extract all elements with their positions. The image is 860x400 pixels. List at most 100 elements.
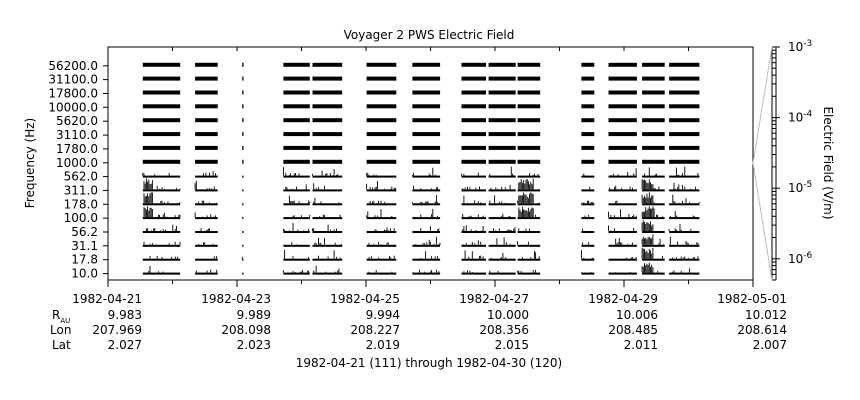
channel-band bbox=[195, 90, 218, 95]
channel-baseline bbox=[669, 217, 700, 220]
channel-band bbox=[517, 62, 541, 67]
channel-band bbox=[461, 118, 486, 123]
channel-activity bbox=[194, 212, 216, 218]
channel-band bbox=[142, 90, 181, 95]
ephemeris-value: 10.006 bbox=[616, 308, 658, 322]
channel-activity bbox=[644, 167, 657, 176]
colorbar-tick-label: 10-4 bbox=[788, 110, 813, 125]
channel-activity bbox=[411, 195, 439, 204]
channel-band bbox=[669, 76, 700, 81]
ephemeris-value: 207.969 bbox=[92, 323, 142, 337]
channel-band bbox=[283, 104, 310, 109]
channel-activity bbox=[282, 222, 310, 231]
channel-activity bbox=[641, 206, 663, 218]
channel-activity bbox=[282, 167, 300, 176]
channel-baseline bbox=[366, 272, 397, 275]
channel-band bbox=[642, 104, 665, 109]
channel-band bbox=[142, 118, 181, 123]
channel-activity bbox=[148, 266, 164, 273]
colorbar-tick-label: 10-3 bbox=[788, 39, 812, 54]
x-axis bbox=[107, 47, 754, 287]
channel-baseline bbox=[283, 272, 310, 275]
x-tick-label: 1982-04-25 bbox=[330, 292, 400, 306]
y-tick-label: 56200.0 bbox=[48, 59, 98, 73]
channel-band bbox=[312, 76, 343, 81]
channel-baseline bbox=[283, 231, 310, 233]
channel-baseline bbox=[195, 258, 218, 261]
channel-band bbox=[517, 159, 541, 164]
channel-activity bbox=[490, 185, 511, 190]
channel-baseline bbox=[312, 231, 343, 233]
channel-band bbox=[283, 159, 310, 164]
channel-band bbox=[142, 159, 181, 164]
channel-activity bbox=[464, 250, 484, 259]
channel-activity bbox=[672, 256, 699, 259]
channel-band bbox=[195, 76, 218, 81]
channel-activity bbox=[669, 210, 695, 218]
channel-baseline bbox=[669, 203, 700, 206]
channel-band bbox=[581, 62, 595, 67]
channel-baseline bbox=[461, 272, 486, 275]
channel-activity bbox=[490, 253, 507, 259]
y-tick-label: 311.0 bbox=[64, 183, 98, 197]
channel-baseline bbox=[283, 244, 310, 247]
channel-band bbox=[142, 104, 181, 109]
channel-baseline bbox=[242, 189, 244, 192]
channel-activity bbox=[517, 192, 540, 204]
channel-band bbox=[642, 90, 665, 95]
channel-baseline bbox=[669, 175, 700, 178]
channel-baseline bbox=[461, 203, 486, 206]
channel-activity bbox=[496, 237, 511, 245]
y-tick-label: 5620.0 bbox=[56, 114, 98, 128]
channel-baseline bbox=[242, 217, 244, 220]
channel-baseline bbox=[669, 189, 700, 192]
channel-baseline bbox=[488, 272, 516, 275]
ephemeris-value: 2.019 bbox=[366, 338, 400, 352]
channel-band bbox=[517, 90, 541, 95]
channel-band bbox=[669, 159, 700, 164]
y-tick-label: 31.1 bbox=[71, 239, 98, 253]
channel-band bbox=[581, 132, 595, 137]
channel-band bbox=[461, 90, 486, 95]
channel-activity bbox=[313, 183, 325, 190]
channel-activity bbox=[374, 227, 395, 231]
channel-activity bbox=[641, 247, 663, 259]
channel-activity bbox=[143, 206, 181, 218]
channel-band bbox=[412, 132, 441, 137]
channel-activity bbox=[194, 180, 215, 190]
channel-baseline bbox=[283, 217, 310, 220]
y-tick-label: 17.8 bbox=[71, 253, 98, 267]
channel-band bbox=[412, 76, 441, 81]
channel-baseline bbox=[581, 175, 595, 178]
channel-baseline bbox=[195, 217, 218, 220]
channel-band bbox=[366, 76, 397, 81]
channel-baseline bbox=[412, 244, 441, 247]
channel-activity bbox=[143, 241, 181, 245]
channel-activity bbox=[518, 206, 537, 218]
ephemeris-value: 2.015 bbox=[495, 338, 529, 352]
channel-activity bbox=[668, 223, 692, 231]
channel-baseline bbox=[608, 244, 637, 247]
channel-activity bbox=[313, 265, 340, 273]
channel-activity bbox=[615, 238, 633, 245]
channel-baseline bbox=[581, 189, 595, 192]
channel-band bbox=[642, 76, 665, 81]
channel-baseline bbox=[581, 231, 595, 233]
channel-band bbox=[366, 90, 397, 95]
channel-band bbox=[488, 76, 516, 81]
channel-baseline bbox=[242, 231, 244, 233]
y-tick-label: 1000.0 bbox=[56, 156, 98, 170]
channel-band bbox=[242, 76, 244, 81]
y-tick-label: 100.0 bbox=[64, 211, 98, 225]
channel-baseline bbox=[517, 258, 541, 261]
channel-activity bbox=[462, 186, 480, 190]
channel-baseline bbox=[642, 244, 665, 247]
channel-band bbox=[581, 145, 595, 150]
channel-band bbox=[488, 62, 516, 67]
channel-activity bbox=[624, 257, 637, 259]
y-tick-label: 31100.0 bbox=[48, 73, 98, 87]
channel-baseline bbox=[283, 189, 310, 192]
channel-band bbox=[312, 145, 343, 150]
ephemeris-value: 10.000 bbox=[487, 308, 529, 322]
channel-activity bbox=[584, 215, 590, 218]
